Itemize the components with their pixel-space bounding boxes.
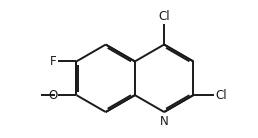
Text: Cl: Cl [158, 10, 170, 23]
Text: F: F [50, 55, 57, 68]
Text: Cl: Cl [215, 89, 227, 102]
Text: N: N [160, 115, 168, 128]
Text: O: O [48, 89, 57, 102]
